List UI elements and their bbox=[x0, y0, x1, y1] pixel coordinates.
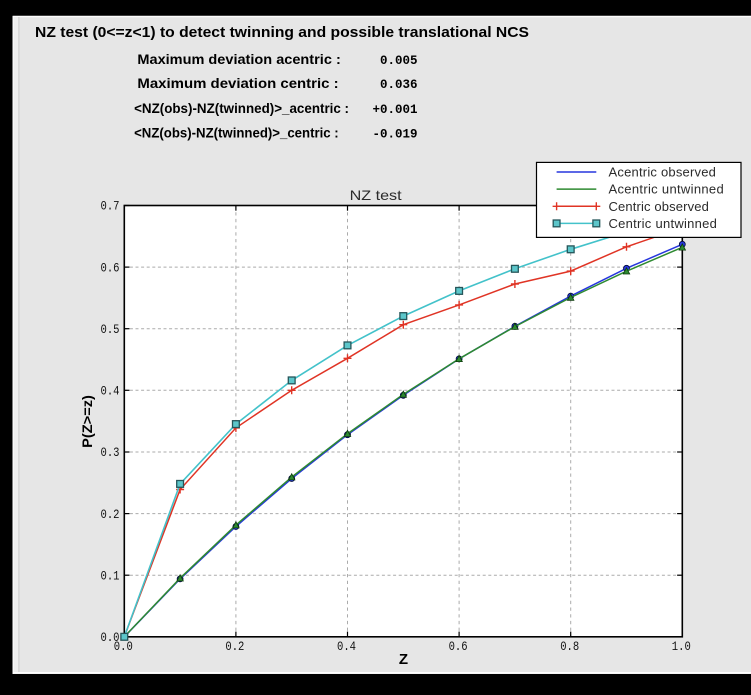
svg-text:0.4: 0.4 bbox=[337, 639, 356, 654]
svg-text:0.1: 0.1 bbox=[101, 568, 120, 583]
svg-text:+0.001: +0.001 bbox=[372, 103, 417, 117]
svg-text:NZ test (0<=z<1) to detect twi: NZ test (0<=z<1) to detect twinning and … bbox=[35, 24, 529, 41]
svg-text:0.6: 0.6 bbox=[101, 260, 120, 275]
svg-text:0.3: 0.3 bbox=[101, 445, 120, 460]
svg-text:0.7: 0.7 bbox=[101, 199, 120, 214]
svg-text:Centric untwinned: Centric untwinned bbox=[609, 216, 717, 231]
svg-text:0.005: 0.005 bbox=[380, 54, 418, 68]
svg-text:<NZ(obs)-NZ(twinned)>_centric: <NZ(obs)-NZ(twinned)>_centric : bbox=[134, 125, 339, 140]
svg-text:<NZ(obs)-NZ(twinned)>_acentric: <NZ(obs)-NZ(twinned)>_acentric : bbox=[134, 101, 349, 116]
svg-text:Centric observed: Centric observed bbox=[609, 199, 709, 214]
svg-text:0.0: 0.0 bbox=[114, 639, 133, 654]
svg-text:-0.019: -0.019 bbox=[372, 127, 417, 141]
svg-text:Acentric untwinned: Acentric untwinned bbox=[609, 182, 724, 197]
svg-text:0.036: 0.036 bbox=[380, 78, 418, 92]
svg-text:0.0: 0.0 bbox=[101, 630, 120, 645]
svg-text:Acentric observed: Acentric observed bbox=[609, 165, 716, 180]
svg-text:P(Z>=z): P(Z>=z) bbox=[80, 395, 95, 448]
svg-text:Maximum deviation acentric :: Maximum deviation acentric : bbox=[137, 52, 340, 67]
svg-text:0.2: 0.2 bbox=[225, 639, 244, 654]
svg-text:Maximum deviation centric :: Maximum deviation centric : bbox=[137, 76, 338, 91]
svg-text:0.8: 0.8 bbox=[560, 639, 579, 654]
svg-text:0.5: 0.5 bbox=[101, 322, 120, 337]
svg-text:1.0: 1.0 bbox=[672, 639, 691, 654]
svg-text:0.6: 0.6 bbox=[449, 639, 468, 654]
svg-text:NZ test: NZ test bbox=[350, 187, 402, 203]
svg-text:0.2: 0.2 bbox=[101, 507, 120, 522]
svg-text:Z: Z bbox=[399, 651, 408, 668]
svg-text:0.4: 0.4 bbox=[101, 384, 120, 399]
